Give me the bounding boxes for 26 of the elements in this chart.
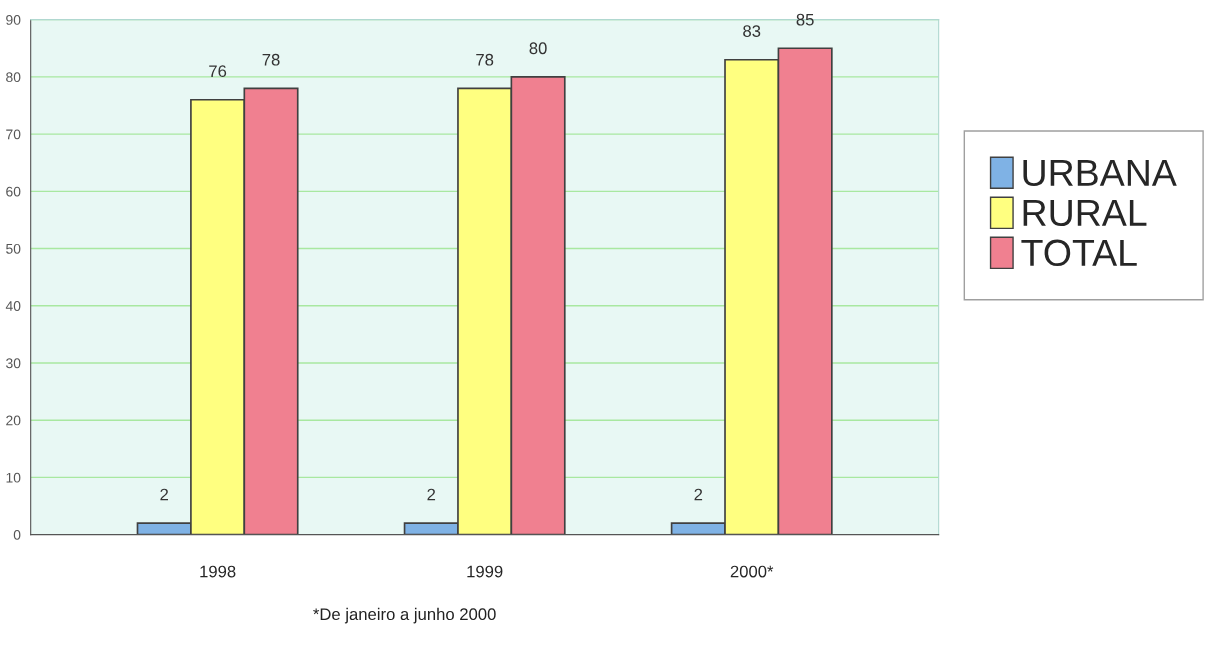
y-tick-label: 0 (13, 529, 21, 540)
data-label: 78 (262, 53, 280, 66)
x-tick-label: 1998 (200, 565, 236, 578)
legend-label: URBANA (1023, 159, 1177, 187)
y-tick-label: 20 (6, 415, 21, 426)
y-tick-label: 60 (6, 186, 21, 197)
data-label: 85 (796, 13, 814, 26)
data-label: 2 (694, 488, 703, 501)
y-tick-label: 10 (6, 472, 21, 483)
legend-label: TOTAL (1021, 239, 1137, 267)
data-label: 78 (476, 53, 494, 66)
x-tick-label: 1999 (467, 565, 503, 578)
data-label: 76 (209, 65, 227, 78)
data-label: 80 (529, 42, 547, 55)
x-tick-label: 2000* (730, 565, 774, 578)
data-label: 2 (160, 488, 168, 501)
y-tick-label: 80 (6, 72, 21, 83)
data-label: 83 (743, 25, 761, 37)
data-label: 2 (427, 488, 436, 501)
y-tick-label: 90 (6, 15, 21, 25)
y-tick-label: 40 (5, 301, 21, 311)
text: *De janeiro a junho 2000 (313, 607, 496, 624)
legend-label: RURAL (1023, 199, 1147, 227)
y-tick-label: 50 (6, 243, 21, 254)
y-tick-label: 30 (6, 358, 21, 369)
y-tick-label: 70 (6, 129, 21, 140)
